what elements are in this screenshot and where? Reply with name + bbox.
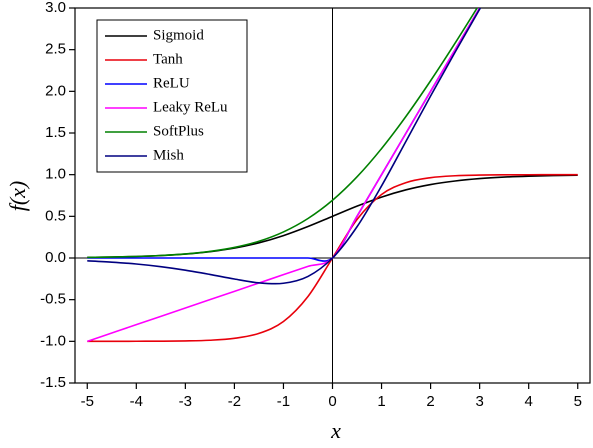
y-tick-label: 2.0 [45, 82, 66, 99]
x-tick-label: -2 [228, 393, 241, 410]
x-tick-label: 2 [426, 393, 434, 410]
y-tick-label: 1.0 [45, 166, 66, 183]
x-tick-label: -4 [130, 393, 143, 410]
x-tick-label: -1 [277, 393, 290, 410]
legend-label: Mish [153, 147, 184, 163]
line [87, 8, 482, 285]
x-tick-label: 0 [328, 393, 336, 410]
y-tick-label: 3.0 [45, 0, 66, 16]
y-tick-label: 1.5 [45, 124, 66, 141]
legend-label: Leaky ReLu [153, 99, 228, 115]
y-tick-label: -0.5 [40, 291, 66, 308]
legend-label: ReLU [153, 75, 190, 91]
x-tick-label: 3 [475, 393, 483, 410]
legend-label: SoftPlus [153, 123, 204, 139]
x-tick-label: 5 [574, 393, 582, 410]
y-axis-label: f(x) [5, 181, 30, 212]
legend-label: Tanh [153, 51, 183, 67]
y-tick-label: -1.0 [40, 332, 66, 349]
y-tick-label: -1.5 [40, 374, 66, 391]
x-tick-label: 1 [377, 393, 385, 410]
y-tick-label: 2.5 [45, 41, 66, 58]
y-tick-label: 0.5 [45, 207, 66, 224]
plot-lines [87, 8, 578, 343]
x-tick-label: -5 [81, 393, 94, 410]
x-tick-label: 4 [525, 393, 533, 410]
legend-box [96, 19, 248, 173]
legend-label: Sigmoid [153, 27, 204, 43]
y-tick-label: 0.0 [45, 249, 66, 266]
x-axis-label: x [330, 418, 341, 443]
line [87, 8, 479, 259]
x-tick-label: -3 [179, 393, 192, 410]
